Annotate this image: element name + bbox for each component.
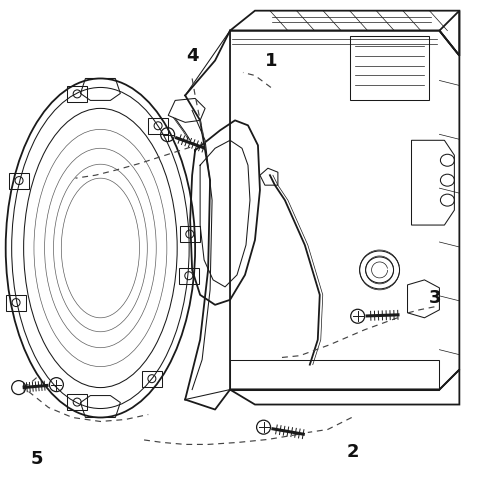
Text: 4: 4: [186, 47, 198, 65]
Text: 2: 2: [347, 443, 359, 461]
Text: 5: 5: [30, 450, 43, 468]
Text: 1: 1: [264, 52, 277, 70]
Text: 3: 3: [429, 289, 442, 307]
